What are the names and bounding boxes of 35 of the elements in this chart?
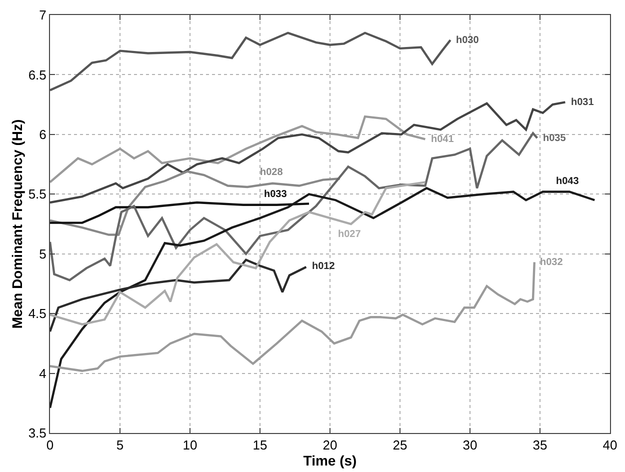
x-tick-label: 20 [322,438,338,453]
line-series [50,32,452,92]
series-label: h041 [431,134,454,145]
x-tick-label: 0 [46,438,54,453]
series-label: h033 [264,189,288,200]
line-series [50,261,536,372]
x-tick-label: 15 [252,438,268,453]
x-axis-title: Time (s) [303,452,357,469]
series-label: h027 [338,229,362,240]
line-series [50,132,538,282]
series-label: h032 [540,257,564,268]
series-label: h012 [312,261,336,272]
line-series [50,187,596,410]
y-tick-label: 5.5 [28,186,46,202]
x-tick-label: 5 [116,438,124,453]
x-tick-label: 40 [602,438,618,453]
x-tick-label: 25 [392,438,408,453]
y-tick-label: 6.5 [28,67,46,82]
y-tick-label: 3.5 [28,426,46,441]
y-axis-title: Mean Dominant Frequency (Hz) [8,119,25,329]
series-label: h035 [543,133,566,144]
y-tick-label: 4 [39,366,46,381]
y-tick-label: 4.5 [28,306,46,322]
x-tick-label: 10 [182,438,198,453]
y-tick-label: 5 [39,246,46,262]
series-label: h043 [556,176,580,187]
line-series [50,258,308,333]
y-tick-label: 7 [39,8,46,23]
line-series [50,115,426,184]
y-tick-label: 6 [39,126,46,142]
x-tick-label: 30 [462,438,478,453]
series-label: h030 [456,35,480,46]
series-label: h031 [571,97,594,108]
x-tick-label: 35 [532,438,548,453]
series-label: h028 [260,167,284,178]
